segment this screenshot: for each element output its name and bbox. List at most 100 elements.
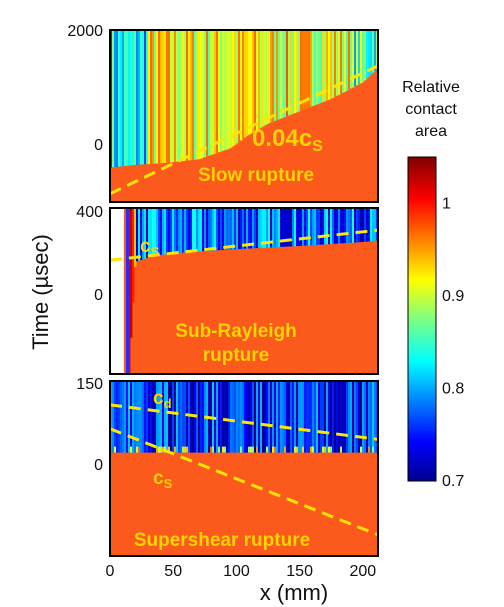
heatmap-stripe [236,30,239,144]
heatmap-stripe [304,30,307,110]
heatmap-stripe [340,446,343,453]
heatmap-stripe [154,208,157,256]
heatmap-stripe [282,30,285,118]
heatmap-stripe [204,208,207,252]
heatmap-stripe [146,381,149,453]
heatmap-stripe [282,381,285,453]
heatmap-stripe [220,381,223,453]
heatmap-stripe [256,30,259,130]
annotation-cs-bottom-main: c [153,468,164,489]
front-line-c-d [110,403,378,441]
heatmap-stripe [132,30,135,166]
heatmap-stripe [114,381,117,453]
heatmap-stripe [296,30,299,113]
heatmap-stripe [170,30,173,163]
heatmap-stripe [306,381,309,453]
heatmap-stripe [338,381,341,453]
heatmap-stripe [136,446,139,453]
heatmap-stripe [360,30,363,84]
heatmap-stripe [266,208,269,248]
heatmap-stripe [270,208,273,248]
heatmap-stripe [124,30,127,166]
heatmap-stripe [304,208,307,246]
heatmap-stripe [250,208,253,249]
heatmap-stripe [348,208,351,243]
heatmap-stripe [138,30,141,165]
heatmap-stripe [374,381,377,453]
heatmap-stripe [328,208,331,245]
heatmap-stripe [136,208,139,262]
heatmap-stripe [278,30,281,120]
heatmap-stripe [140,30,143,165]
heatmap-stripe [256,208,259,249]
heatmap-stripe [140,381,143,453]
heatmap-stripe [370,30,373,75]
heatmap-stripe [280,381,283,453]
heatmap-stripe [270,30,273,123]
colorbar-tick-0-7: 0.7 [442,473,464,490]
heatmap-stripe [222,30,225,151]
heatmap-stripe [284,30,287,117]
heatmap-stripe [292,208,295,247]
heatmap-stripe [276,208,279,248]
heatmap-stripe [292,30,295,114]
colorbar-tick-1: 1 [442,195,451,212]
heatmap-stripe [160,208,163,255]
heatmap-stripe [344,30,347,92]
heatmap-stripe [248,30,251,135]
heatmap-stripe [236,208,239,250]
heatmap-stripe [136,30,139,165]
heatmap-stripe [206,30,209,157]
heatmap-stripe [344,381,347,453]
heatmap-stripe [208,30,211,156]
heatmap-stripe [314,30,317,106]
heatmap-stripe [228,30,231,149]
heatmap-stripe [162,381,165,453]
panel-frame-top [109,29,379,203]
heatmap-stripe [214,381,217,453]
heatmap-stripe [140,208,143,260]
heatmap-stripe [374,30,377,71]
heatmap-stripe [296,446,299,453]
heatmap-stripe [182,381,185,453]
heatmap-stripe [256,446,259,453]
heatmap-stripe [160,30,163,164]
heatmap-stripe [346,208,349,243]
heatmap-stripe [314,208,317,245]
heatmap-stripe [252,208,255,249]
heatmap-stripe [274,446,277,453]
heatmap-stripe [232,208,235,250]
heatmap-stripe [354,208,357,243]
annotation-cd: cd [153,388,172,411]
xtick-0: 0 [106,563,115,580]
heatmap-stripe [352,30,355,88]
heatmap-stripe [250,446,253,453]
heatmap-stripe [128,381,131,453]
heatmap-stripe [250,381,253,453]
heatmap-stripe [136,381,139,453]
heatmap-stripe [234,381,237,453]
heatmap-stripe [310,208,313,246]
heatmap-stripe [352,381,355,453]
heatmap-stripe [158,30,161,164]
annotation-rupture: rupture [203,345,270,366]
heatmap-stripe [318,208,321,245]
heatmap-stripe [278,381,281,453]
heatmap-stripe [348,30,351,90]
heatmap-stripe [196,30,199,160]
heatmap-stripe [130,30,133,166]
heatmap-stripe [298,30,301,112]
heatmap-stripe [138,446,141,453]
heatmap-stripe [188,381,191,453]
heatmap-stripe [204,30,207,158]
heatmap-stripe [344,208,347,244]
heatmap-stripe [350,381,353,453]
heatmap-stripe [300,208,303,246]
heatmap-stripe [228,381,231,453]
heatmap-stripe [130,446,133,453]
heatmap-stripe [332,30,335,98]
heatmap-stripe [358,30,361,85]
heatmap-stripe [276,30,279,121]
heatmap-stripe [330,446,333,453]
